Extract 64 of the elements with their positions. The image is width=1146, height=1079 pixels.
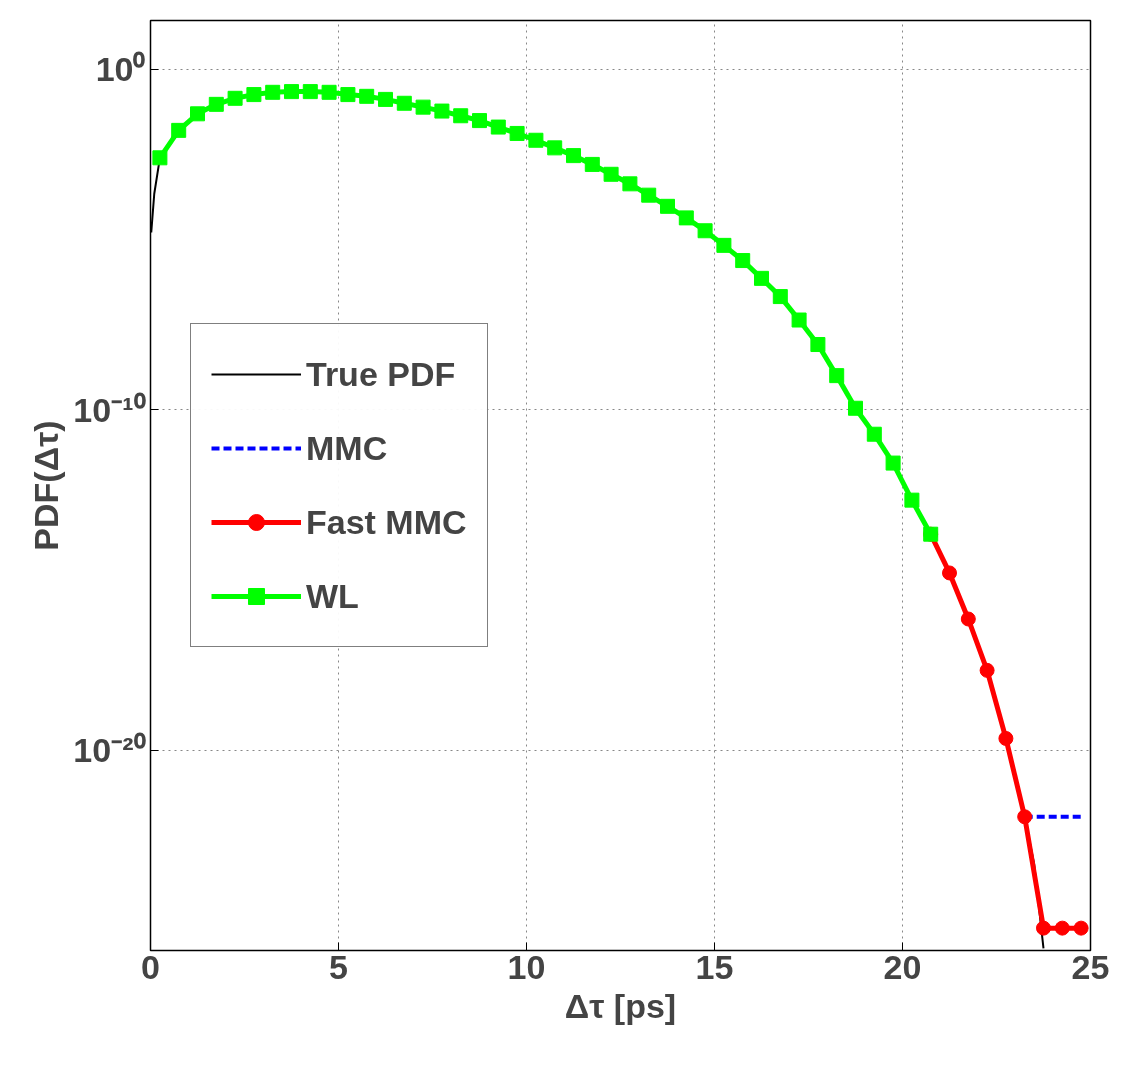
x-axis-title: Δτ [ps] — [564, 986, 677, 1025]
point — [190, 106, 205, 122]
point — [378, 91, 393, 107]
y-axis-title: PDF(Δτ) — [27, 420, 66, 551]
point — [716, 237, 732, 253]
point — [678, 210, 694, 226]
point — [697, 223, 713, 239]
x-tick-label: 0 — [141, 947, 160, 986]
point — [810, 337, 826, 353]
legend-label: True PDF — [306, 353, 456, 395]
point — [302, 84, 318, 100]
point — [246, 87, 262, 103]
point — [1073, 920, 1089, 936]
point — [584, 156, 600, 172]
point — [904, 492, 920, 508]
point — [998, 730, 1014, 746]
point — [942, 565, 957, 581]
y-tick-label: 10⁻¹⁰ — [73, 390, 146, 429]
point — [829, 368, 845, 384]
point — [1017, 809, 1033, 825]
point — [660, 198, 675, 214]
point — [359, 88, 375, 104]
y-tick-label: 10⁰ — [95, 50, 146, 89]
point — [453, 108, 469, 124]
point — [866, 426, 882, 442]
x-tick-label: 5 — [329, 947, 348, 986]
point — [603, 166, 619, 182]
point — [960, 611, 976, 627]
legend-label: WL — [306, 575, 359, 617]
legend-label: Fast MMC — [306, 501, 467, 543]
point — [284, 84, 299, 100]
point — [208, 96, 224, 112]
point — [622, 176, 638, 192]
point — [735, 253, 751, 269]
x-tick-label: 25 — [1071, 947, 1110, 986]
point — [772, 289, 788, 305]
point — [848, 400, 863, 416]
x-tick-label: 20 — [883, 947, 922, 986]
point — [641, 187, 657, 203]
point — [490, 119, 506, 135]
point — [321, 84, 337, 100]
point — [547, 140, 563, 156]
point — [1054, 920, 1070, 936]
point — [265, 84, 281, 100]
x-tick-label: 15 — [695, 947, 734, 986]
point — [171, 122, 187, 138]
point — [472, 113, 487, 129]
point — [754, 270, 769, 286]
point — [434, 103, 450, 119]
point — [1036, 920, 1051, 936]
legend-label: MMC — [306, 427, 388, 469]
point — [415, 99, 431, 115]
point — [340, 87, 356, 103]
point — [396, 95, 412, 111]
point — [566, 148, 581, 164]
y-tick-label: 10⁻²⁰ — [73, 731, 146, 770]
point — [509, 125, 525, 141]
point — [979, 662, 995, 678]
point — [528, 132, 544, 148]
point — [227, 90, 243, 106]
x-tick-label: 10 — [507, 947, 546, 986]
point — [152, 150, 168, 166]
point — [885, 455, 901, 471]
point — [791, 312, 807, 328]
